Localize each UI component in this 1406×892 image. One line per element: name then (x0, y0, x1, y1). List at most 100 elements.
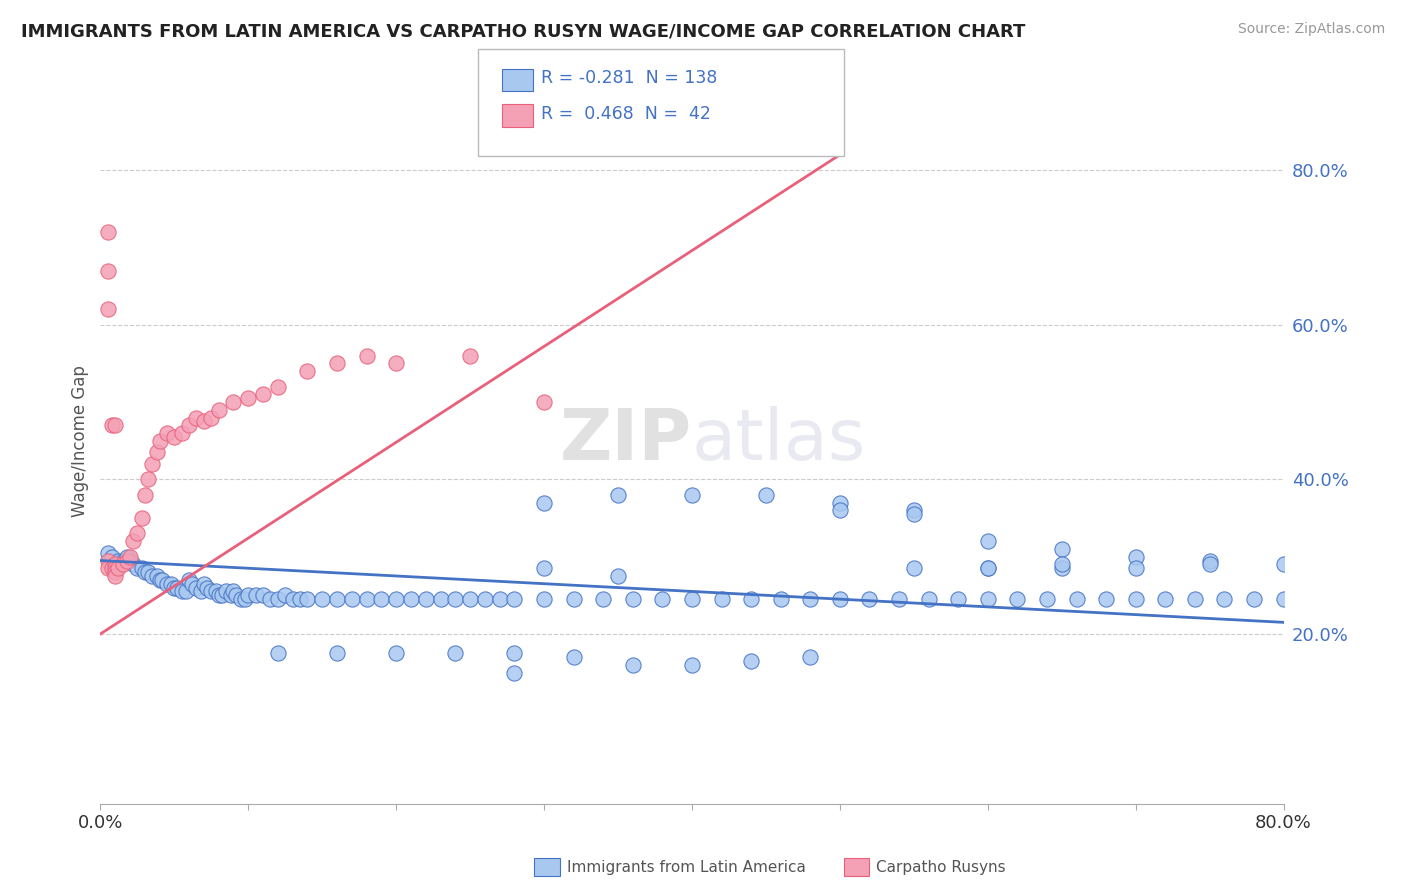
Point (621, 657, 644, 672)
Point (1095, 592, 1118, 607)
Point (267, 646, 290, 660)
Point (592, 592, 614, 607)
Point (160, 576, 183, 591)
Point (297, 364, 319, 378)
Point (755, 488, 778, 502)
Point (1184, 592, 1206, 607)
Point (503, 665, 526, 680)
Point (115, 549, 138, 564)
Point (311, 592, 333, 607)
Point (174, 584, 197, 599)
Point (458, 349, 481, 363)
Point (828, 592, 851, 607)
Point (127, 561, 149, 575)
Point (799, 650, 821, 665)
Point (170, 425, 193, 440)
Point (977, 561, 1000, 575)
Point (503, 646, 526, 660)
Point (101, 561, 124, 575)
Point (219, 588, 242, 602)
Point (97, 553, 120, 567)
Point (200, 584, 222, 599)
Point (385, 356, 408, 370)
Point (104, 569, 127, 583)
Point (156, 576, 179, 591)
Point (977, 592, 1000, 607)
Text: IMMIGRANTS FROM LATIN AMERICA VS CARPATHO RUSYN WAGE/INCOME GAP CORRELATION CHAR: IMMIGRANTS FROM LATIN AMERICA VS CARPATH… (21, 22, 1025, 40)
Point (740, 592, 762, 607)
Point (134, 565, 156, 579)
Point (297, 592, 319, 607)
Point (651, 592, 673, 607)
Point (122, 534, 145, 549)
Point (917, 592, 939, 607)
Point (222, 584, 245, 599)
Point (326, 356, 349, 370)
Point (111, 558, 134, 572)
Point (208, 588, 231, 602)
Point (107, 553, 129, 567)
Point (948, 592, 970, 607)
Point (215, 584, 238, 599)
Point (415, 592, 437, 607)
Point (208, 402, 231, 417)
Point (1272, 558, 1295, 572)
Point (229, 592, 252, 607)
Point (1272, 592, 1295, 607)
Point (211, 588, 233, 602)
Point (1050, 541, 1073, 556)
Text: R =  0.468  N =  42: R = 0.468 N = 42 (541, 105, 711, 123)
Point (533, 495, 555, 509)
Point (111, 553, 134, 567)
Point (127, 526, 149, 541)
Text: Carpatho Rusyns: Carpatho Rusyns (876, 861, 1005, 875)
Point (444, 592, 467, 607)
Point (444, 646, 467, 660)
Point (148, 573, 170, 587)
Point (370, 592, 392, 607)
Point (385, 592, 408, 607)
Point (681, 592, 703, 607)
Point (131, 511, 153, 525)
Point (177, 418, 200, 433)
Point (1198, 558, 1220, 572)
Point (186, 410, 208, 425)
Point (97, 302, 120, 317)
Point (104, 558, 127, 572)
Point (141, 569, 163, 583)
Point (274, 588, 297, 602)
Point (977, 561, 1000, 575)
Point (163, 430, 186, 444)
Point (385, 646, 408, 660)
Point (1125, 561, 1147, 575)
Point (326, 646, 349, 660)
Point (141, 457, 163, 471)
Point (399, 592, 422, 607)
Point (607, 488, 630, 502)
Point (97, 225, 120, 239)
Point (118, 549, 141, 564)
Point (356, 592, 378, 607)
Point (104, 418, 127, 433)
Point (204, 584, 226, 599)
Point (281, 592, 304, 607)
Point (903, 507, 925, 521)
Point (118, 553, 141, 567)
Point (245, 588, 267, 602)
Point (131, 561, 153, 575)
Point (101, 418, 124, 433)
Point (828, 503, 851, 517)
Point (152, 573, 174, 587)
Point (488, 592, 510, 607)
Point (769, 592, 792, 607)
Point (799, 592, 821, 607)
Point (222, 395, 245, 409)
Point (177, 573, 200, 587)
Point (186, 581, 208, 595)
Point (200, 410, 222, 425)
Point (193, 414, 215, 428)
Point (858, 592, 880, 607)
Point (145, 445, 167, 459)
Point (474, 592, 496, 607)
Point (252, 588, 274, 602)
